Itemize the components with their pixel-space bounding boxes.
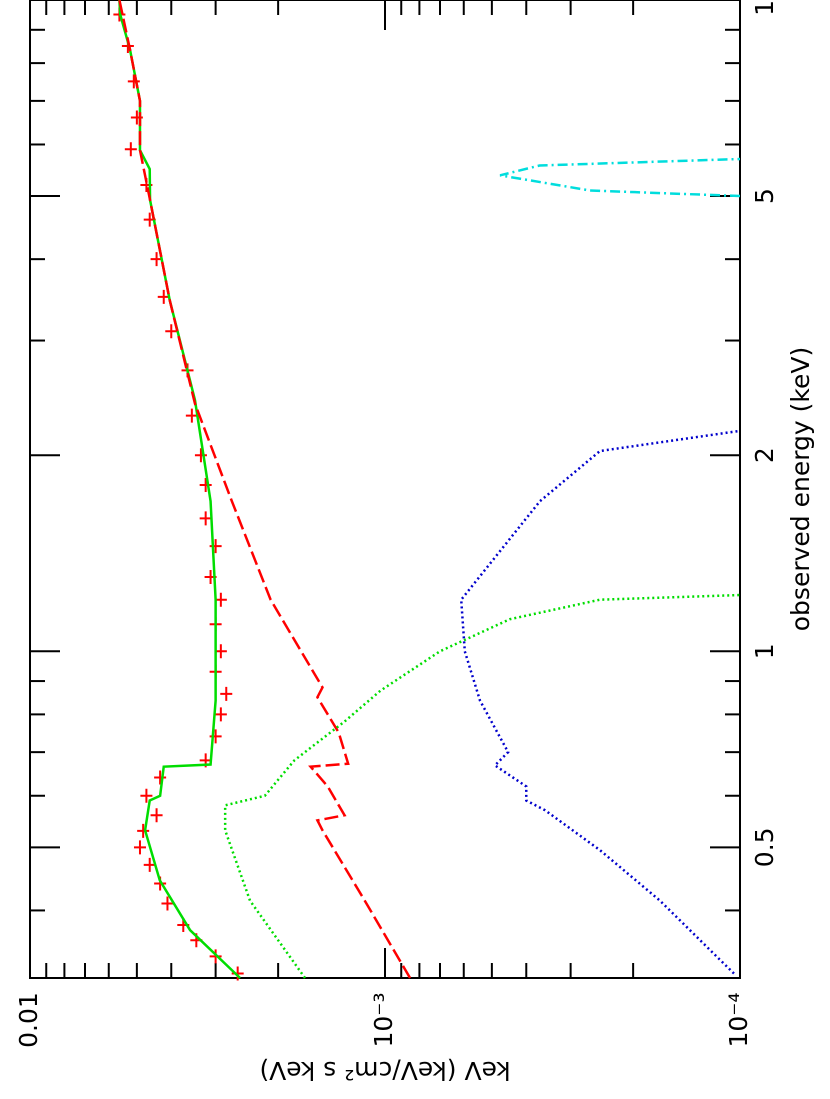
data-point <box>199 511 212 526</box>
data-point <box>165 324 178 339</box>
model-line <box>118 0 412 979</box>
data-point <box>140 788 153 803</box>
y-axis-label: keV (keV/cm² s keV) <box>259 1056 510 1085</box>
data-point <box>137 823 150 838</box>
data-point <box>209 949 222 964</box>
data-point <box>185 408 198 423</box>
x-tick-label: 1 <box>750 643 779 659</box>
data-point <box>150 808 163 823</box>
data-point <box>127 74 140 89</box>
model-line <box>499 157 741 198</box>
x-tick-label: 5 <box>750 188 779 204</box>
data-point <box>124 142 137 157</box>
x-tick-label: 0.5 <box>750 827 779 867</box>
model-line <box>459 429 741 975</box>
data-point <box>161 896 174 911</box>
data-point <box>157 289 170 304</box>
data-point <box>133 840 146 855</box>
data-point <box>214 707 227 722</box>
rotated-plot: observed energy (keV) keV (keV/cm² s keV… <box>14 0 815 1085</box>
y-tick-label: 10⁻³ <box>369 992 398 1047</box>
y-tick-label: 0.01 <box>14 992 43 1048</box>
y-tick-label: 10⁻⁴ <box>724 992 753 1047</box>
data-point <box>194 448 207 463</box>
data-point <box>154 770 167 785</box>
plot-frame <box>29 0 741 979</box>
data-point <box>199 478 212 493</box>
data-point <box>143 857 156 872</box>
x-axis-label: observed energy (keV) <box>786 347 815 631</box>
model-line <box>223 593 741 979</box>
model-line <box>118 0 241 979</box>
data-point <box>220 686 233 701</box>
x-tick-label: 10 <box>750 0 779 16</box>
x-tick-label: 2 <box>750 447 779 463</box>
data-point <box>209 539 222 554</box>
